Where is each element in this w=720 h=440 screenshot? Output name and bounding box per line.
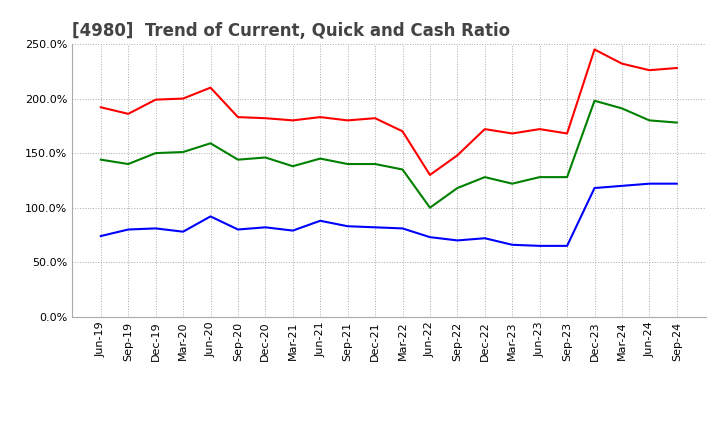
Cash Ratio [398, 226, 407, 231]
Current Ratio [453, 153, 462, 158]
Quick Ratio [206, 141, 215, 146]
Quick Ratio [563, 175, 572, 180]
Cash Ratio [590, 185, 599, 191]
Quick Ratio [453, 185, 462, 191]
Current Ratio [508, 131, 516, 136]
Quick Ratio [645, 118, 654, 123]
Cash Ratio [480, 235, 489, 241]
Cash Ratio [179, 229, 187, 235]
Cash Ratio [426, 235, 434, 240]
Cash Ratio [233, 227, 242, 232]
Quick Ratio [343, 161, 352, 167]
Quick Ratio [672, 120, 681, 125]
Cash Ratio [618, 183, 626, 188]
Current Ratio [536, 126, 544, 132]
Quick Ratio [508, 181, 516, 186]
Current Ratio [480, 126, 489, 132]
Cash Ratio [563, 243, 572, 249]
Cash Ratio [151, 226, 160, 231]
Quick Ratio [96, 157, 105, 162]
Cash Ratio [96, 233, 105, 238]
Current Ratio [672, 66, 681, 71]
Current Ratio [96, 105, 105, 110]
Quick Ratio [151, 150, 160, 156]
Quick Ratio [371, 161, 379, 167]
Current Ratio [398, 128, 407, 134]
Quick Ratio [398, 167, 407, 172]
Quick Ratio [618, 106, 626, 111]
Current Ratio [343, 118, 352, 123]
Quick Ratio [536, 175, 544, 180]
Current Ratio [289, 118, 297, 123]
Quick Ratio [426, 205, 434, 210]
Current Ratio [316, 114, 325, 120]
Cash Ratio [343, 224, 352, 229]
Cash Ratio [672, 181, 681, 186]
Cash Ratio [371, 225, 379, 230]
Current Ratio [179, 96, 187, 101]
Current Ratio [261, 116, 270, 121]
Cash Ratio [289, 228, 297, 233]
Line: Cash Ratio: Cash Ratio [101, 183, 677, 246]
Quick Ratio [124, 161, 132, 167]
Current Ratio [371, 116, 379, 121]
Quick Ratio [289, 164, 297, 169]
Current Ratio [233, 114, 242, 120]
Current Ratio [590, 47, 599, 52]
Cash Ratio [645, 181, 654, 186]
Text: [4980]  Trend of Current, Quick and Cash Ratio: [4980] Trend of Current, Quick and Cash … [72, 22, 510, 40]
Cash Ratio [536, 243, 544, 249]
Quick Ratio [179, 150, 187, 155]
Cash Ratio [124, 227, 132, 232]
Current Ratio [563, 131, 572, 136]
Quick Ratio [316, 156, 325, 161]
Cash Ratio [508, 242, 516, 247]
Quick Ratio [233, 157, 242, 162]
Cash Ratio [206, 214, 215, 219]
Quick Ratio [261, 155, 270, 160]
Line: Quick Ratio: Quick Ratio [101, 101, 677, 208]
Current Ratio [206, 85, 215, 90]
Cash Ratio [453, 238, 462, 243]
Current Ratio [151, 97, 160, 102]
Current Ratio [124, 111, 132, 117]
Current Ratio [426, 172, 434, 178]
Cash Ratio [261, 225, 270, 230]
Current Ratio [645, 68, 654, 73]
Quick Ratio [480, 175, 489, 180]
Line: Current Ratio: Current Ratio [101, 49, 677, 175]
Cash Ratio [316, 218, 325, 224]
Quick Ratio [590, 98, 599, 103]
Current Ratio [618, 61, 626, 66]
